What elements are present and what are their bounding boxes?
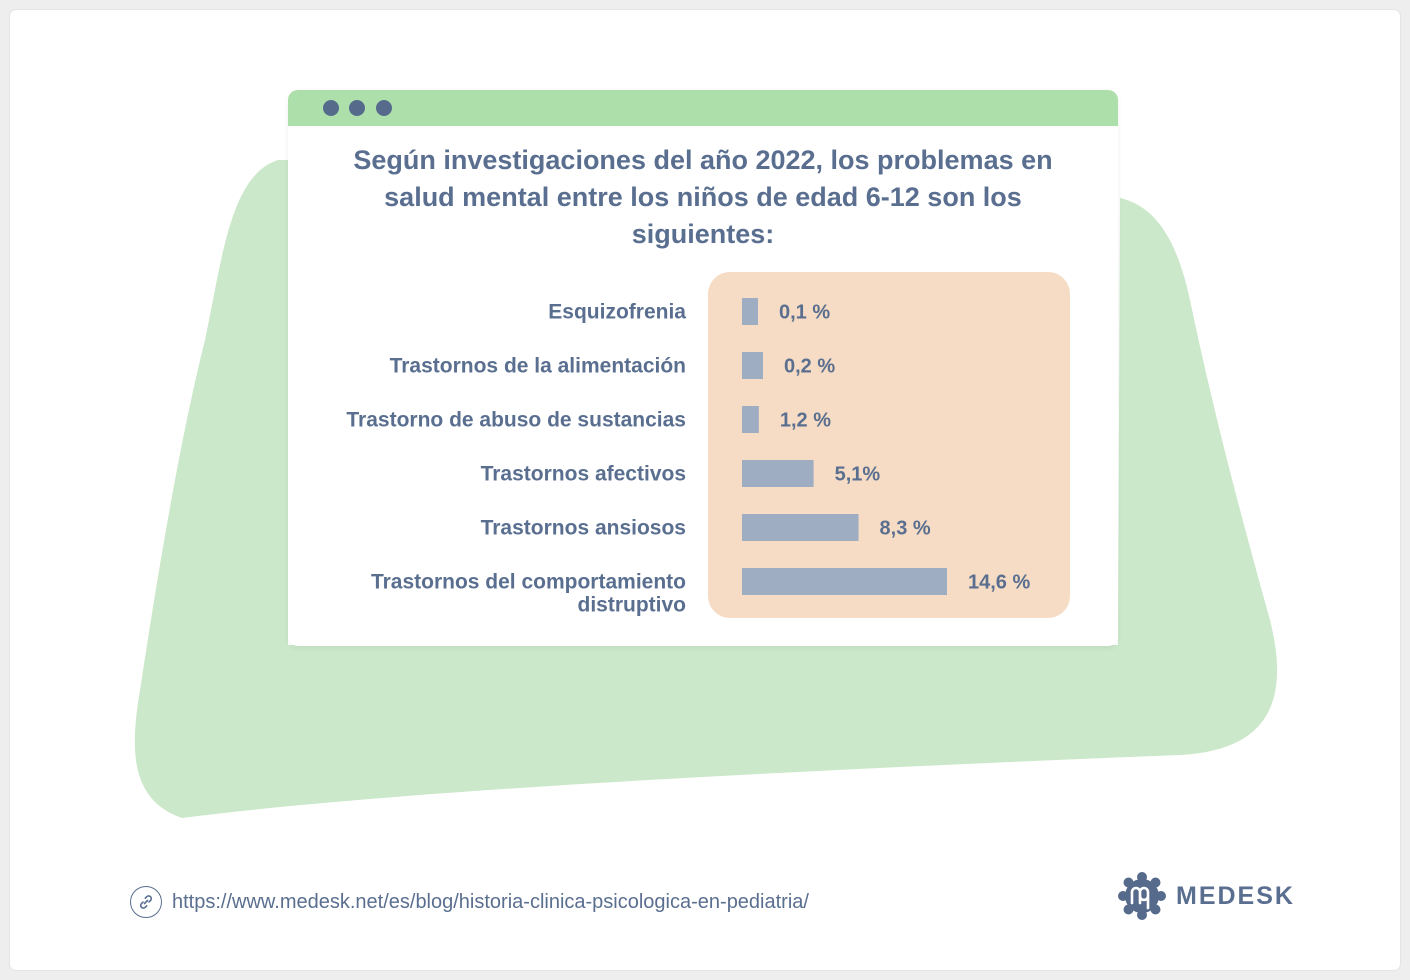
window-dot-icon	[349, 100, 365, 116]
link-icon	[130, 886, 162, 918]
medesk-logo-icon	[1118, 872, 1166, 920]
category-label: Trastornos de la alimentación	[390, 355, 686, 378]
window-dot-icon	[376, 100, 392, 116]
category-label: Trastornos del comportamiento distruptivo	[371, 571, 686, 617]
window-titlebar	[288, 90, 1118, 126]
bar	[742, 298, 758, 325]
footer-url[interactable]: https://www.medesk.net/es/blog/historia-…	[172, 890, 809, 913]
category-label: Esquizofrenia	[548, 301, 686, 324]
bar	[742, 568, 947, 595]
bar	[742, 406, 759, 433]
brand: MEDESK	[1118, 872, 1295, 920]
bar	[742, 514, 859, 541]
category-label: Trastornos ansiosos	[481, 517, 686, 540]
bars-panel	[708, 272, 1070, 618]
bar-value-label: 1,2 %	[780, 410, 831, 432]
category-label: Trastornos afectivos	[481, 463, 686, 486]
bar-value-label: 0,1 %	[779, 302, 830, 324]
category-label: Trastorno de abuso de sustancias	[346, 409, 686, 432]
bar-value-label: 0,2 %	[784, 356, 835, 378]
bar	[742, 352, 763, 379]
window-dot-icon	[323, 100, 339, 116]
chart-title: Según investigaciones del año 2022, los …	[353, 145, 1053, 249]
bar-value-label: 5,1%	[835, 464, 881, 486]
bar-value-label: 8,3 %	[880, 518, 931, 540]
bar-value-label: 14,6 %	[968, 572, 1030, 594]
brand-name: MEDESK	[1176, 881, 1295, 910]
bar	[742, 460, 814, 487]
footer-link[interactable]: https://www.medesk.net/es/blog/historia-…	[130, 885, 809, 919]
